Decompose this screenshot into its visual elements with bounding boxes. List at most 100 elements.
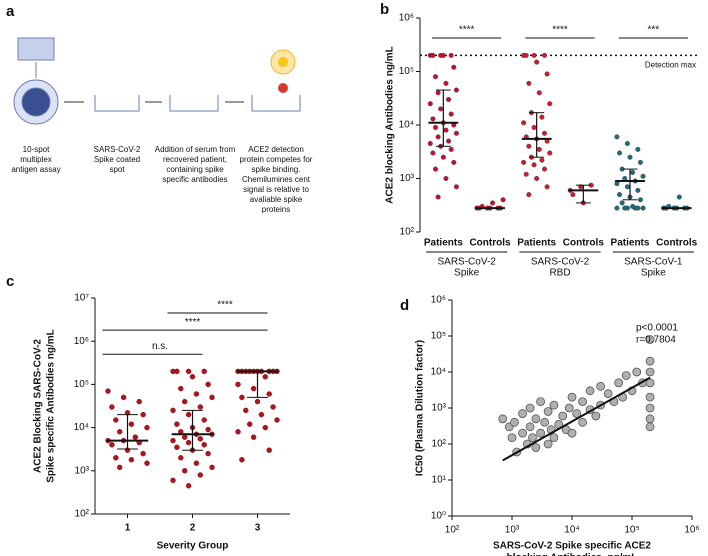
- dot: [451, 64, 457, 70]
- y-tick-label: 10⁰: [431, 511, 446, 522]
- dot: [174, 421, 180, 427]
- step-text: antigen assay: [11, 165, 60, 174]
- dot: [619, 200, 625, 206]
- step-text: proteins: [262, 205, 290, 214]
- spot-icon: [169, 95, 219, 112]
- point: [645, 422, 655, 432]
- dot: [201, 442, 207, 448]
- dot: [526, 192, 532, 198]
- y-tick-label: 10²: [75, 509, 90, 520]
- dot: [144, 424, 150, 431]
- dot: [617, 192, 623, 198]
- dot: [181, 434, 188, 440]
- dot: [113, 417, 119, 423]
- dot: [440, 154, 446, 160]
- group-label: SARS-CoV-1: [624, 257, 683, 268]
- step-text: specific antibodies: [162, 175, 227, 184]
- group-label: RBD: [549, 268, 570, 279]
- point: [549, 433, 559, 443]
- dot: [542, 166, 548, 172]
- point: [567, 392, 577, 402]
- step-text: Spike coated: [94, 155, 140, 164]
- dot: [640, 205, 646, 211]
- dot: [536, 90, 542, 96]
- dot: [185, 483, 192, 489]
- dot: [534, 59, 540, 65]
- step-text: 10-spot: [23, 145, 50, 154]
- point: [578, 397, 587, 407]
- y-axis-label: Spike specific Antibodies ng/mL: [46, 329, 57, 483]
- dot: [193, 391, 200, 397]
- dot: [547, 101, 553, 107]
- ace2-icon: [278, 83, 288, 93]
- dot: [627, 154, 633, 160]
- panel-letter: a: [6, 3, 15, 20]
- step-text: spike binding.: [252, 165, 301, 174]
- dot: [438, 106, 444, 112]
- y-tick-label: 10²: [400, 227, 415, 238]
- dot: [451, 159, 457, 165]
- point: [645, 414, 655, 424]
- point: [549, 400, 559, 410]
- dot: [448, 146, 454, 152]
- dot: [453, 184, 459, 190]
- bracket-label: ****: [217, 300, 233, 311]
- dot: [201, 368, 207, 375]
- point: [518, 409, 527, 418]
- dot: [432, 74, 438, 80]
- spot-icon: [94, 95, 140, 112]
- dot: [547, 150, 553, 156]
- point: [510, 417, 519, 427]
- dot: [523, 171, 529, 177]
- dot: [542, 130, 548, 136]
- y-axis-label: IC50 (Plasma Dilution factor): [415, 340, 426, 476]
- x-tick-label: 10²: [445, 525, 460, 536]
- dot: [624, 184, 630, 190]
- dot: [178, 455, 184, 461]
- significance: ****: [459, 25, 475, 36]
- dot: [250, 385, 257, 392]
- point: [543, 439, 553, 449]
- panel-letter: c: [6, 273, 14, 290]
- point: [578, 417, 587, 427]
- dot: [105, 388, 111, 394]
- annotation: p<0.0001: [636, 323, 678, 334]
- dot: [630, 169, 636, 175]
- dot: [430, 116, 436, 122]
- dot: [624, 141, 630, 147]
- dot: [258, 411, 265, 418]
- point: [603, 389, 613, 399]
- dot: [443, 127, 449, 133]
- dot: [209, 464, 215, 471]
- dot: [205, 381, 211, 388]
- point: [531, 414, 541, 424]
- dot: [274, 417, 280, 423]
- y-tick-label: 10⁴: [74, 422, 89, 433]
- fit-line: [502, 376, 651, 462]
- x-tick-label: 10⁶: [684, 525, 699, 536]
- bracket-label: ****: [185, 317, 201, 328]
- dot: [262, 424, 268, 431]
- x-tick-label: Patients: [424, 238, 463, 249]
- dot: [266, 391, 272, 397]
- bracket-label: n.s.: [152, 341, 168, 352]
- dot: [197, 404, 204, 410]
- point: [591, 411, 601, 421]
- y-tick-label: 10⁷: [74, 293, 89, 304]
- dot: [243, 407, 249, 414]
- y-tick-label: 10⁵: [431, 331, 446, 342]
- detection-max-label: Detection max: [645, 61, 696, 70]
- dot: [635, 187, 641, 193]
- dot: [185, 411, 192, 418]
- step-text: SARS-CoV-2: [94, 145, 141, 154]
- dot: [262, 374, 268, 380]
- dot: [174, 368, 180, 375]
- dot: [116, 429, 123, 435]
- dot: [201, 417, 207, 423]
- y-tick-label: 10⁶: [431, 295, 446, 306]
- plate-icon: [17, 37, 55, 61]
- y-axis-label: ACE2 Blocking SARS-CoV-2: [33, 339, 44, 473]
- dot: [521, 159, 527, 165]
- dot: [235, 429, 241, 435]
- significance: ***: [647, 25, 659, 36]
